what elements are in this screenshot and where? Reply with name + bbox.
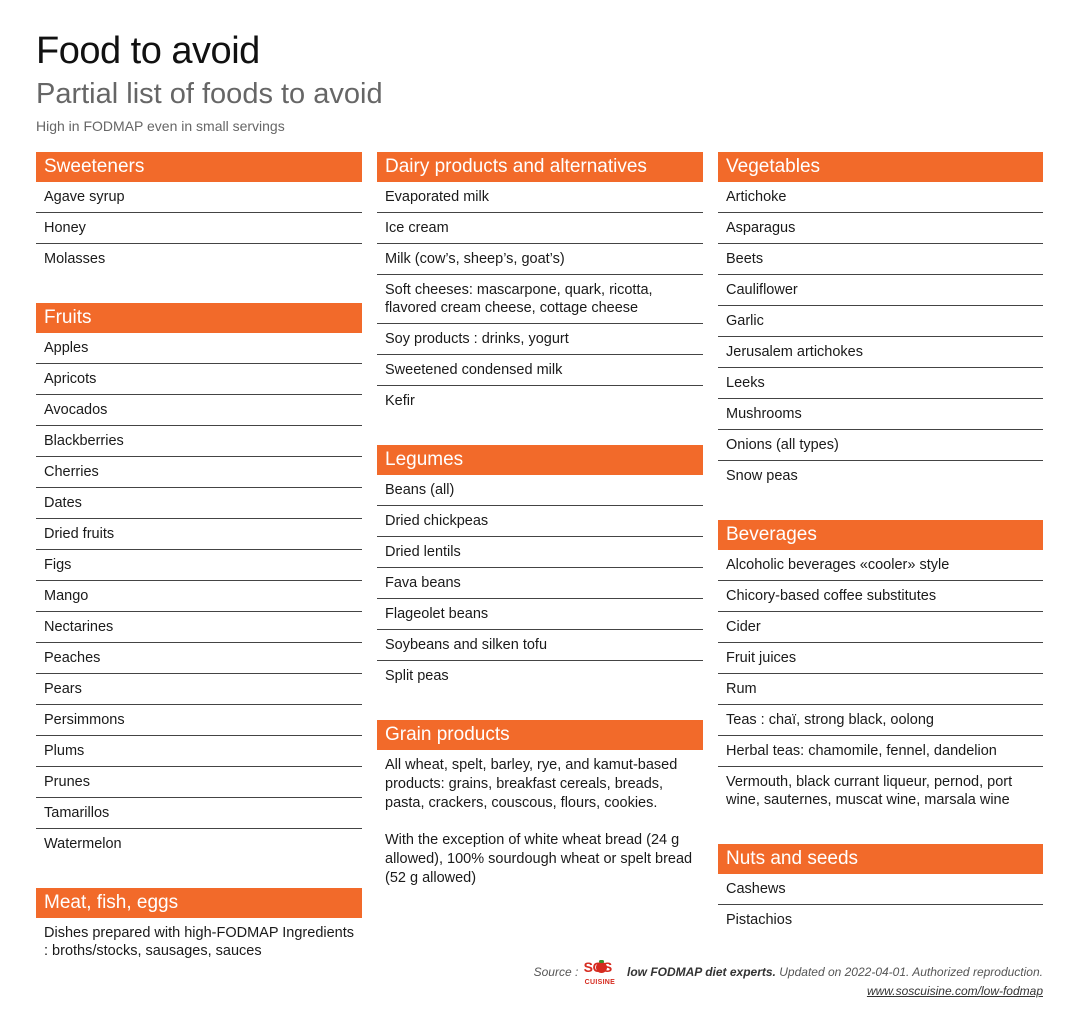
list-item: Nectarines (36, 612, 362, 643)
list-item: Plums (36, 736, 362, 767)
list-item: Cauliflower (718, 275, 1043, 306)
column-1: Sweeteners Agave syrup Honey Molasses Fruits… (36, 152, 362, 995)
list-item: Persimmons (36, 705, 362, 736)
list-item: Soft cheeses: mascarpone, quark, ricotta… (377, 275, 703, 324)
footer-url-link[interactable]: www.soscuisine.com/low-fodmap (866, 984, 1043, 998)
list-item: Flageolet beans (377, 599, 703, 630)
section-header: Meat, fish, eggs (36, 888, 362, 918)
list-item: Agave syrup (36, 182, 362, 213)
footer: Source : SOS CUISINE low FODMAP diet exp… (533, 960, 1043, 999)
list-item: Beets (718, 244, 1043, 275)
food-section: Fruits Apples Apricots Avocados Blackberries… (36, 303, 362, 859)
list-item: Ice cream (377, 213, 703, 244)
section-paragraph: All wheat, spelt, barley, rye, and kamut… (385, 757, 678, 811)
column-2: Dairy products and alternatives Evaporate… (377, 152, 703, 923)
list-item: Evaporated milk (377, 182, 703, 213)
list-item: Beans (all) (377, 475, 703, 506)
section-header: Legumes (377, 445, 703, 475)
list-item: Asparagus (718, 213, 1043, 244)
food-section: Vegetables Artichoke Asparagus Beets Caulifl… (718, 152, 1043, 491)
tomato-icon (595, 960, 607, 973)
list-item: Herbal teas: chamomile, fennel, dandelio… (718, 736, 1043, 767)
food-section: Grain products All wheat, spelt, barley, … (377, 720, 703, 894)
food-section: Beverages Alcoholic beverages «cooler» st… (718, 520, 1043, 815)
list-item: Dried fruits (36, 519, 362, 550)
list-item: Dried lentils (377, 537, 703, 568)
list-item: Chicory-based coffee substitutes (718, 581, 1043, 612)
list-item: Honey (36, 213, 362, 244)
food-section: Sweeteners Agave syrup Honey Molasses (36, 152, 362, 274)
footer-credit: low FODMAP diet experts. (626, 965, 776, 980)
footer-source-label: Source : (533, 965, 579, 980)
food-section: Nuts and seeds Cashews Pistachios (718, 844, 1043, 935)
food-section: Meat, fish, eggs Dishes prepared with hig… (36, 888, 362, 966)
section-header: Sweeteners (36, 152, 362, 182)
page-subtitle: Partial list of foods to avoid (36, 78, 383, 110)
list-item: Teas : chaï, strong black, oolong (718, 705, 1043, 736)
list-item: Tamarillos (36, 798, 362, 829)
list-item: Avocados (36, 395, 362, 426)
list-item: Dried chickpeas (377, 506, 703, 537)
list-item: Cherries (36, 457, 362, 488)
list-item: Pistachios (726, 912, 793, 928)
list-item: Molasses (44, 251, 106, 267)
section-header: Beverages (718, 520, 1043, 550)
list-item: Snow peas (726, 468, 798, 484)
list-item: Prunes (36, 767, 362, 798)
section-header: Nuts and seeds (718, 844, 1043, 874)
list-item: Artichoke (718, 182, 1043, 213)
list-item: Milk (cow’s, sheep’s, goat’s) (377, 244, 703, 275)
footer-source-line: Source : SOS CUISINE low FODMAP diet exp… (533, 960, 1043, 987)
list-item: Sweetened condensed milk (377, 355, 703, 386)
food-section: Dairy products and alternatives Evaporate… (377, 152, 703, 416)
column-3: Vegetables Artichoke Asparagus Beets Caulifl… (718, 152, 1043, 964)
list-item: Kefir (385, 393, 415, 409)
list-item: Cashews (718, 874, 1043, 905)
list-item: Onions (all types) (718, 430, 1043, 461)
list-item: Apples (36, 333, 362, 364)
list-item: Fava beans (377, 568, 703, 599)
list-item: Pears (36, 674, 362, 705)
list-item: Blackberries (36, 426, 362, 457)
list-item: Jerusalem artichokes (718, 337, 1043, 368)
logo-subtext: CUISINE (584, 979, 616, 986)
food-section: Legumes Beans (all) Dried chickpeas Dried l… (377, 445, 703, 691)
list-item: Split peas (385, 668, 449, 684)
sos-cuisine-logo: SOS CUISINE (584, 960, 622, 987)
section-header: Vegetables (718, 152, 1043, 182)
list-item: Soy products : drinks, yogurt (377, 324, 703, 355)
list-item: Leeks (718, 368, 1043, 399)
section-paragraph: With the exception of white wheat bread … (385, 832, 693, 886)
list-item: Fruit juices (718, 643, 1043, 674)
list-item: Alcoholic beverages «cooler» style (718, 550, 1043, 581)
list-item: Vermouth, black currant liqueur, pernod,… (726, 774, 1013, 808)
list-item: Figs (36, 550, 362, 581)
list-item: Watermelon (44, 836, 122, 852)
list-item: Garlic (718, 306, 1043, 337)
list-item: Rum (718, 674, 1043, 705)
list-item: Mango (36, 581, 362, 612)
list-item: Cider (718, 612, 1043, 643)
list-item: Mushrooms (718, 399, 1043, 430)
list-item: Soybeans and silken tofu (377, 630, 703, 661)
section-header: Fruits (36, 303, 362, 333)
list-item: Apricots (36, 364, 362, 395)
page-title: Food to avoid (36, 30, 260, 72)
list-item: Dishes prepared with high-FODMAP Ingredi… (44, 925, 355, 959)
section-header: Grain products (377, 720, 703, 750)
footer-updated: Updated on 2022-04-01. Authorized reprod… (779, 965, 1043, 980)
list-item: Dates (36, 488, 362, 519)
section-header: Dairy products and alternatives (377, 152, 703, 182)
page-note: High in FODMAP even in small servings (36, 118, 285, 134)
list-item: Peaches (36, 643, 362, 674)
